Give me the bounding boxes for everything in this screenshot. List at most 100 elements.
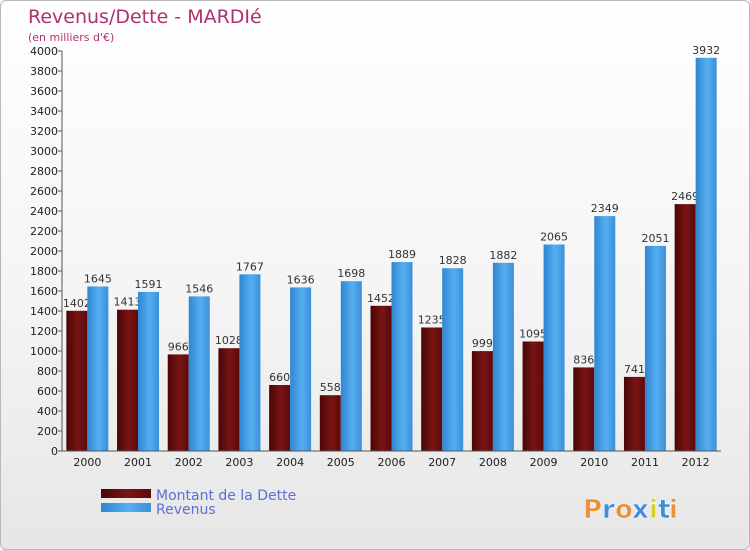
y-tick-label: 800	[37, 365, 58, 378]
legend-label-revenus: Revenus	[156, 502, 216, 518]
legend-swatch-revenus	[101, 503, 151, 512]
chart-title: Revenus/Dette - MARDIé	[28, 6, 262, 28]
bar-revenus	[442, 268, 464, 451]
y-tick-label: 2800	[30, 165, 58, 178]
data-label-debt: 660	[269, 371, 290, 384]
logo-letter: x	[632, 495, 649, 525]
bar-revenus	[644, 245, 666, 451]
data-label-debt: 1095	[519, 328, 547, 341]
y-tick-label: 1400	[30, 305, 58, 318]
bar-debt	[269, 385, 291, 451]
data-label-revenus: 1546	[185, 282, 213, 295]
data-label-revenus: 1636	[287, 273, 315, 286]
data-label-revenus: 2065	[540, 231, 568, 244]
y-tick-label: 3400	[30, 105, 58, 118]
bar-debt	[421, 327, 443, 451]
x-tick-label: 2010	[580, 456, 608, 469]
y-tick-label: 3200	[30, 125, 58, 138]
x-tick-label: 2009	[530, 456, 558, 469]
y-tick-label: 2000	[30, 245, 58, 258]
bar-debt	[522, 341, 544, 451]
bar-revenus	[594, 216, 616, 451]
y-axis: 0 200 400 600 800 1000 1200 1400 1600 1800 2000 220…	[30, 45, 63, 458]
logo-letter: o	[615, 495, 633, 525]
legend-swatch-debt	[101, 489, 151, 498]
x-tick-label: 2006	[378, 456, 406, 469]
y-tick-label: 2600	[30, 185, 58, 198]
data-label-revenus: 1698	[337, 267, 365, 280]
bar-revenus	[340, 281, 362, 451]
y-tick-label: 600	[37, 385, 58, 398]
y-tick-label: 1000	[30, 345, 58, 358]
chart-subtitle: (en milliers d'€)	[28, 31, 114, 44]
y-tick-label: 3800	[30, 65, 58, 78]
data-label-debt: 741	[624, 363, 645, 376]
x-tick-label: 2004	[276, 456, 304, 469]
bar-revenus	[188, 296, 210, 451]
x-tick-label: 2007	[428, 456, 456, 469]
bar-revenus	[543, 244, 565, 451]
data-label-revenus: 3932	[692, 44, 720, 57]
data-label-debt: 999	[472, 337, 493, 350]
proxiti-logo: P r o x i t i	[583, 495, 679, 526]
y-tick-label: 0	[51, 445, 58, 458]
data-label-debt: 558	[320, 381, 341, 394]
logo-letter: r	[602, 495, 615, 525]
x-tick-label: 2005	[327, 456, 355, 469]
data-label-revenus: 2349	[591, 202, 619, 215]
bar-debt	[471, 351, 493, 451]
data-label-revenus: 1889	[388, 248, 416, 261]
data-label-debt: 1413	[114, 296, 142, 309]
y-tick-label: 3000	[30, 145, 58, 158]
data-label-debt: 1028	[215, 334, 243, 347]
logo-letter: i	[649, 495, 658, 525]
x-axis: 2000 2001 2002 2003 2004 2005 2006 2007 2008 2009…	[62, 450, 721, 469]
y-tick-label: 4000	[30, 45, 58, 58]
data-label-revenus: 1645	[84, 273, 112, 286]
x-tick-label: 2003	[225, 456, 253, 469]
bar-debt	[167, 354, 189, 451]
bar-revenus	[695, 57, 717, 452]
x-tick-label: 2001	[124, 456, 152, 469]
bar-debt	[623, 376, 645, 451]
data-label-revenus: 1767	[236, 260, 264, 273]
y-tick-label: 400	[37, 405, 58, 418]
y-tick-label: 1800	[30, 265, 58, 278]
y-tick-label: 2400	[30, 205, 58, 218]
bar-debt	[319, 395, 341, 451]
bar-debt	[66, 310, 88, 451]
bar-revenus	[492, 262, 514, 451]
bar-debt	[117, 309, 139, 451]
logo-letter: i	[669, 495, 678, 525]
data-label-revenus: 2051	[641, 232, 669, 245]
x-tick-label: 2000	[73, 456, 101, 469]
bar-revenus	[290, 287, 312, 451]
bar-revenus	[87, 286, 109, 451]
data-label-revenus: 1882	[489, 249, 517, 262]
data-label-debt: 836	[573, 353, 594, 366]
y-tick-label: 1200	[30, 325, 58, 338]
bar-revenus	[138, 291, 160, 451]
logo-letter: P	[583, 495, 602, 525]
y-tick-label: 200	[37, 425, 58, 438]
y-tick-label: 2200	[30, 225, 58, 238]
y-tick-label: 1600	[30, 285, 58, 298]
bar-debt	[573, 367, 595, 451]
x-tick-label: 2012	[682, 456, 710, 469]
legend-label-debt: Montant de la Dette	[156, 488, 296, 504]
data-label-revenus: 1828	[439, 254, 467, 267]
data-label-debt: 2469	[671, 190, 699, 203]
bar-debt	[370, 305, 392, 451]
logo-letter: t	[658, 495, 670, 525]
data-label-debt: 966	[168, 340, 189, 353]
bar-debt	[674, 204, 696, 451]
bar-revenus	[391, 262, 413, 451]
x-tick-label: 2008	[479, 456, 507, 469]
legend: Montant de la Dette Revenus	[101, 488, 296, 518]
bar-revenus	[239, 274, 261, 451]
data-label-debt: 1235	[418, 314, 446, 327]
data-label-revenus: 1591	[135, 278, 163, 291]
